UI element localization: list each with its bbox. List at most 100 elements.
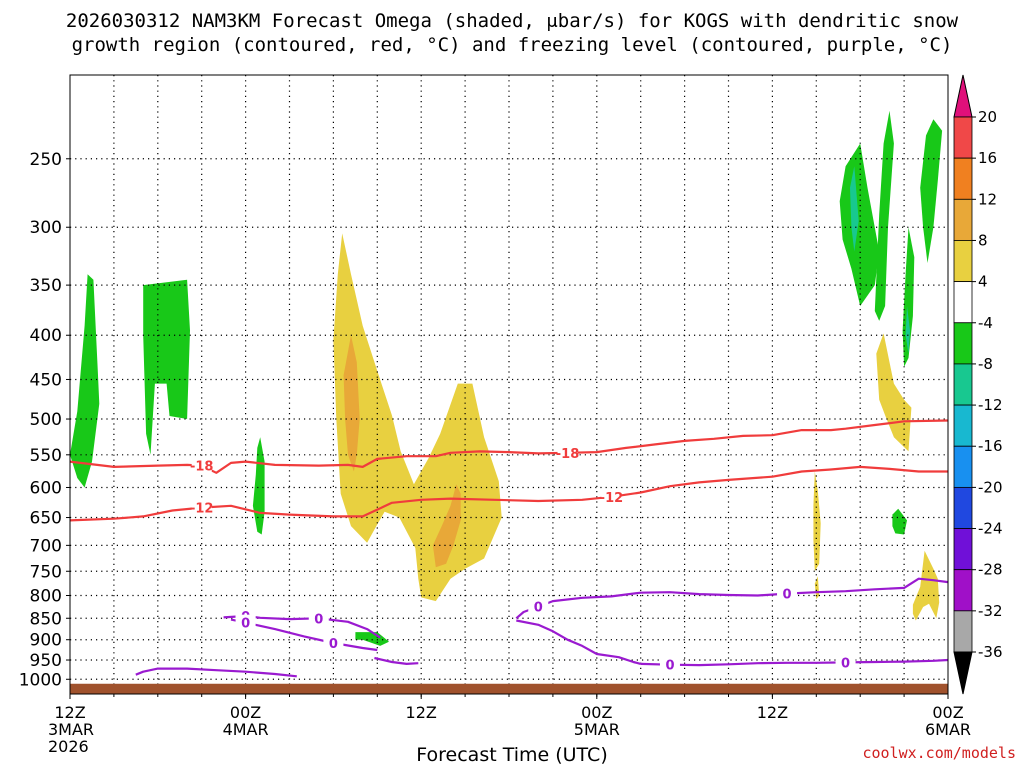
omega-region	[920, 119, 943, 263]
x-tick-label: 5MAR	[574, 720, 620, 739]
x-axis-label: Forecast Time (UTC)	[416, 744, 608, 766]
contour-label-bg	[601, 488, 622, 504]
omega-region	[905, 306, 910, 354]
omega-region	[432, 484, 461, 568]
colorbar-label: 12	[978, 190, 997, 208]
contour-label-bg	[659, 656, 680, 672]
x-tick-label: 12Z	[54, 703, 85, 722]
colorbar-swatch	[953, 198, 973, 241]
colorbar-swatch	[953, 404, 973, 447]
colorbar-label: 8	[978, 231, 988, 249]
omega-region	[355, 632, 389, 646]
y-tick-label: 650	[30, 509, 62, 529]
contour-label: 0	[665, 659, 674, 674]
colorbar-swatch	[953, 569, 973, 612]
y-tick-label: 300	[30, 218, 62, 238]
freezing-level-line	[135, 667, 297, 678]
x-tick-label: 12Z	[757, 703, 788, 722]
dendritic-contour-line	[69, 419, 949, 474]
omega-region	[143, 279, 190, 455]
omega-shading-layer	[70, 110, 943, 646]
freezing-level-line	[516, 619, 641, 665]
colorbar-label: 16	[978, 149, 997, 167]
omega-region	[850, 166, 859, 252]
contour-label: 0	[241, 617, 250, 632]
contour-label: -18	[556, 447, 580, 462]
colorbar-swatch	[953, 116, 973, 159]
axis-layer: 2503003504004505005506006507007508008509…	[19, 150, 971, 756]
x-tick-label: 00Z	[932, 703, 963, 722]
chart-title-line-1: 2026030312 NAM3KM Forecast Omega (shaded…	[65, 10, 959, 32]
contour-label: 0	[783, 588, 792, 603]
colorbar-label: -28	[978, 561, 1003, 579]
colorbar-bottom-arrow	[953, 651, 973, 695]
colorbar-label: -36	[978, 643, 1003, 661]
y-tick-label: 1000	[19, 670, 62, 690]
omega-region	[912, 550, 940, 621]
colorbar-label: -4	[978, 314, 993, 332]
contour-label-bg	[308, 610, 329, 626]
colorbar-label: -8	[978, 355, 993, 373]
contour-label: -18	[190, 460, 214, 475]
omega-region	[252, 437, 265, 535]
y-tick-label: 500	[30, 410, 62, 430]
y-tick-label: 700	[30, 536, 62, 556]
colorbar-swatch	[953, 281, 973, 324]
omega-region	[813, 471, 821, 572]
omega-region	[902, 227, 915, 367]
freezing-level-line	[515, 577, 949, 620]
credit-link[interactable]: coolwx.com/models	[862, 744, 1016, 762]
omega-region	[892, 508, 907, 535]
colorbar-top-arrow	[953, 74, 973, 118]
contour-label-bg	[191, 499, 212, 515]
contour-label: 0	[841, 656, 850, 671]
contour-label: 0	[329, 637, 338, 652]
colorbar-swatch	[953, 157, 973, 200]
terrain-surface	[70, 683, 948, 694]
x-tick-label: 2026	[48, 737, 89, 756]
y-tick-label: 950	[30, 651, 62, 671]
dendritic-contour-line	[69, 465, 948, 522]
contour-label: 0	[314, 612, 323, 627]
colorbar-label: -24	[978, 520, 1003, 538]
y-tick-label: 250	[30, 150, 62, 170]
chart-title-line-2: growth region (contoured, red, °C) and f…	[71, 34, 953, 56]
omega-region	[874, 110, 894, 321]
omega-region	[814, 576, 820, 600]
y-tick-label: 900	[30, 631, 62, 651]
y-tick-label: 400	[30, 326, 62, 346]
x-tick-label: 4MAR	[223, 720, 269, 739]
colorbar-swatch	[953, 486, 973, 529]
colorbar-label: 4	[978, 273, 988, 291]
colorbar-label: -12	[978, 396, 1003, 414]
x-tick-label: 00Z	[581, 703, 612, 722]
x-tick-label: 12Z	[406, 703, 437, 722]
y-tick-label: 450	[30, 370, 62, 390]
colorbar-label: -32	[978, 602, 1003, 620]
omega-region	[70, 274, 100, 488]
colorbar-swatch	[953, 363, 973, 406]
colorbar: 20 16 12 8 4 -4 -8 -12 -16 -20 -24 -28 -32 -36	[953, 74, 1003, 695]
colorbar-swatch	[953, 445, 973, 488]
contour-layer: -18-18-12-1200000000	[69, 419, 949, 678]
colorbar-label: -20	[978, 478, 1003, 496]
colorbar-swatch	[953, 322, 973, 365]
y-tick-label: 600	[30, 478, 62, 498]
x-tick-label: 3MAR	[48, 720, 94, 739]
contour-label-bg	[835, 654, 856, 670]
contour-label-bg	[323, 635, 344, 651]
contour-label: -12	[600, 491, 624, 506]
y-tick-label: 800	[30, 586, 62, 606]
x-tick-label: 6MAR	[925, 720, 971, 739]
freezing-level-line	[374, 656, 419, 665]
contour-label-bg	[777, 585, 798, 601]
y-tick-label: 550	[30, 446, 62, 466]
colorbar-label: -16	[978, 437, 1003, 455]
contour-label: 0	[534, 601, 543, 616]
freezing-level-line	[640, 658, 949, 667]
contour-label-bg	[557, 444, 578, 460]
omega-region	[839, 143, 880, 306]
colorbar-swatch	[953, 610, 973, 653]
contour-label-bg	[235, 614, 256, 630]
